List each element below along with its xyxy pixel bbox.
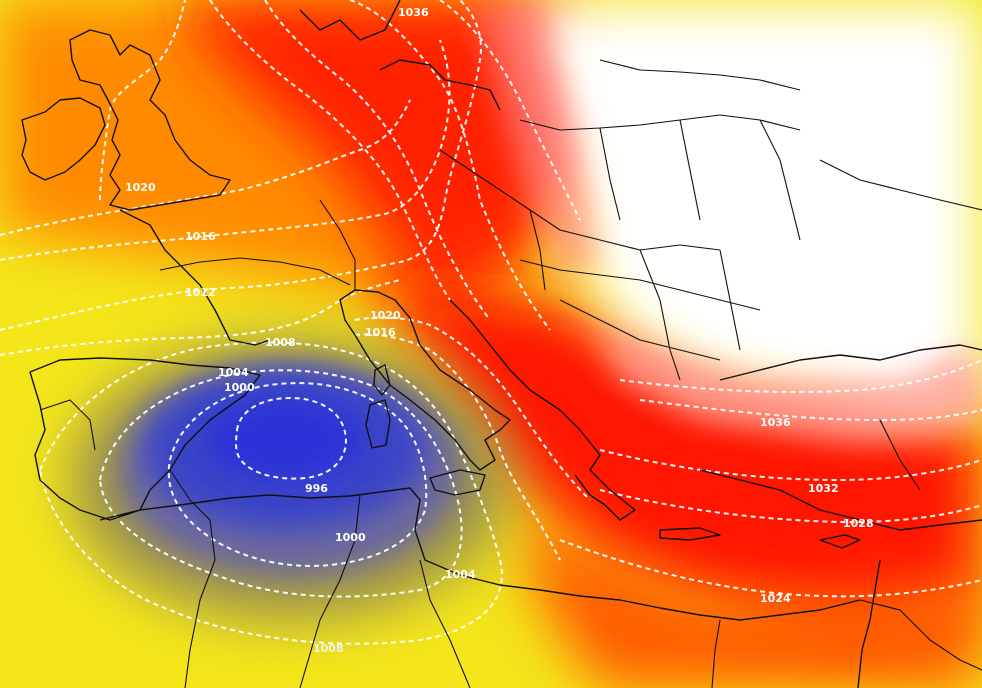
isobar-label-south-1000: 1000 <box>335 531 366 544</box>
country-borders <box>39 59 982 688</box>
isobar-label-north-1036: 1036 <box>398 6 429 19</box>
isobar-labels: 1020 1016 1012 1008 1004 1000 1020 1016 … <box>125 6 874 655</box>
isobar-label-es-1008: 1008 <box>265 336 296 349</box>
isobar-label-fr-1016: 1016 <box>185 230 216 243</box>
isobar-label-tr-1032: 1032 <box>808 482 839 495</box>
isobar-label-center-996: 996 <box>305 482 328 495</box>
isobar-label-fr-1012: 1012 <box>185 286 216 299</box>
isobar-label-south-1004: 1004 <box>445 568 476 581</box>
isobar-label-se-1024: 1024 <box>760 592 791 605</box>
isobar-label-it-1016: 1016 <box>365 326 396 339</box>
isobar-label-gr-1036: 1036 <box>760 416 791 429</box>
isobar-label-tr-1028: 1028 <box>843 517 874 530</box>
isobar-label-south-1008: 1008 <box>313 642 344 655</box>
isobar-label-it-1020: 1020 <box>370 309 401 322</box>
isobar-lines <box>0 0 982 645</box>
isobar-label-uk-1020: 1020 <box>125 181 156 194</box>
isobar-label-med-1000: 1000 <box>224 381 255 394</box>
isobar-label-med-1004: 1004 <box>218 366 249 379</box>
